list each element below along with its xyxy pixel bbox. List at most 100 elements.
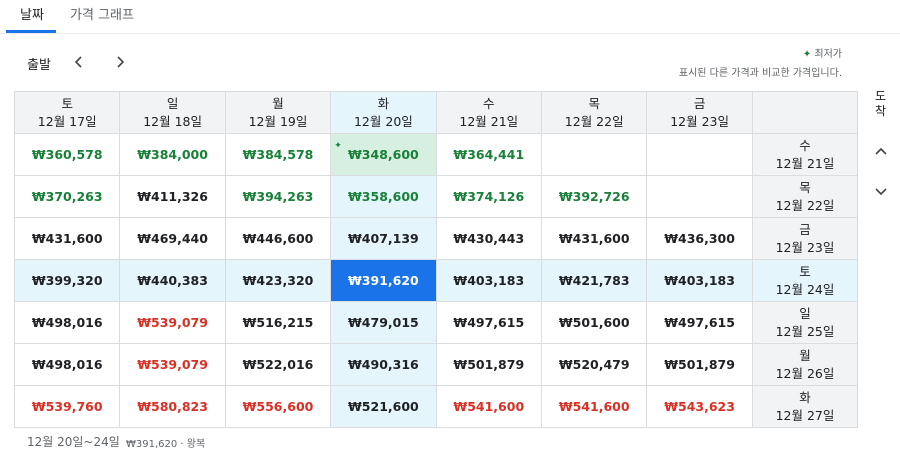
date-nav	[74, 56, 125, 68]
price: ₩407,139	[348, 230, 419, 246]
row-header[interactable]: 수 12월 21일	[751, 133, 859, 176]
column-header[interactable]: 일 12월 18일	[119, 91, 226, 134]
column-header[interactable]: 월 12월 19일	[224, 91, 332, 134]
price: ₩403,183	[664, 272, 735, 288]
price-cell[interactable]: ₩498,016	[14, 301, 121, 344]
price: ₩543,623	[664, 398, 735, 414]
price-cell[interactable]: ₩580,823	[119, 385, 226, 428]
price: ₩497,615	[664, 314, 735, 330]
price-cell[interactable]: ₩407,139	[330, 217, 437, 260]
arrival-char: 착	[875, 104, 887, 118]
column-header[interactable]: 수 12월 21일	[435, 91, 542, 134]
price: ₩431,600	[31, 230, 103, 246]
price: ₩411,326	[137, 188, 208, 204]
price-cell[interactable]: ₩556,600	[224, 385, 332, 428]
next-button[interactable]	[117, 56, 125, 68]
price-cell[interactable]: ₩364,441	[435, 133, 542, 176]
price-cell[interactable]: ₩358,600	[330, 175, 437, 218]
price-cell[interactable]: ₩541,600	[541, 385, 648, 428]
price: ₩501,879	[453, 356, 525, 372]
header-day: 토	[61, 95, 73, 111]
prev-button[interactable]	[74, 56, 82, 68]
price-cell[interactable]: ₩374,126	[435, 175, 542, 218]
price-cell[interactable]: ₩539,079	[119, 301, 226, 344]
price-cell[interactable]: ₩391,620	[330, 259, 437, 302]
lowest-icon: ✦	[334, 141, 342, 151]
price: ₩391,620	[348, 272, 419, 288]
price-cell[interactable]: ₩541,600	[435, 385, 542, 428]
price: ₩556,600	[242, 398, 314, 414]
price-cell[interactable]: ₩522,016	[224, 343, 332, 386]
row-header[interactable]: 월 12월 26일	[751, 343, 859, 386]
price-cell[interactable]: ₩436,300	[646, 217, 753, 260]
row-header[interactable]: 목 12월 22일	[751, 175, 859, 218]
price-cell[interactable]: ₩498,016	[14, 343, 121, 386]
column-header[interactable]: 화 12월 20일	[330, 91, 437, 134]
price-cell[interactable]: ₩360,578	[14, 133, 121, 176]
price-cell[interactable]: ₩501,600	[541, 301, 648, 344]
price-cell[interactable]: ₩403,183	[435, 259, 542, 302]
price-cell[interactable]: ₩440,383	[119, 259, 226, 302]
price-cell[interactable]: ₩497,615	[646, 301, 753, 344]
price-cell[interactable]: ₩501,879	[646, 343, 753, 386]
up-button[interactable]	[875, 147, 887, 155]
tab[interactable]: 날짜	[20, 8, 44, 23]
row-header[interactable]: 화 12월 27일	[751, 385, 859, 428]
row-date: 12월 27일	[775, 407, 835, 423]
price-cell[interactable]: ₩430,443	[435, 217, 542, 260]
price-cell[interactable]: ₩411,326	[119, 175, 226, 218]
price-cell[interactable]: ₩501,879	[435, 343, 542, 386]
price-cell[interactable]: ₩520,479	[541, 343, 648, 386]
price-cell[interactable]: ₩384,000	[119, 133, 226, 176]
price-cell[interactable]: ₩539,079	[119, 343, 226, 386]
price-cell[interactable]: ₩421,783	[541, 259, 648, 302]
arrival-char: 도	[875, 89, 887, 103]
tab[interactable]: 가격 그래프	[70, 8, 134, 23]
price-cell[interactable]: ₩539,760	[14, 385, 121, 428]
price-cell	[646, 175, 753, 218]
column-header[interactable]: 목 12월 22일	[541, 91, 648, 134]
price-cell[interactable]: ₩392,726	[541, 175, 648, 218]
price-cell[interactable]: ₩490,316	[330, 343, 437, 386]
header-day: 화	[377, 95, 390, 111]
price-cell[interactable]: ₩348,600 ✦	[330, 133, 437, 176]
price-cell[interactable]: ₩370,263	[14, 175, 121, 218]
price: ₩521,600	[348, 398, 419, 414]
row-header[interactable]: 토 12월 24일	[751, 259, 859, 302]
price-cell[interactable]: ₩403,183	[646, 259, 753, 302]
price-cell[interactable]: ₩521,600	[330, 385, 437, 428]
price: ₩541,600	[453, 398, 525, 414]
price-cell[interactable]: ₩431,600	[541, 217, 648, 260]
row-header[interactable]: 금 12월 23일	[751, 217, 859, 260]
price-cell[interactable]: ₩469,440	[119, 217, 226, 260]
price: ₩539,760	[31, 398, 103, 414]
price: ₩399,320	[31, 272, 103, 288]
row-day: 일	[799, 305, 811, 321]
price-cell[interactable]: ₩394,263	[224, 175, 332, 218]
legend-note: 표시된 다른 가격과 비교한 가격입니다.	[678, 68, 842, 79]
price-cell[interactable]: ₩516,215	[224, 301, 332, 344]
row-header[interactable]: 일 12월 25일	[751, 301, 859, 344]
price: ₩501,600	[558, 314, 630, 330]
price-cell[interactable]: ₩479,015	[330, 301, 437, 344]
price-cell[interactable]: ₩423,320	[224, 259, 332, 302]
price: ₩421,783	[558, 272, 630, 288]
price: ₩384,000	[137, 146, 208, 162]
price: ₩479,015	[348, 314, 419, 330]
price-cell[interactable]: ₩384,578	[224, 133, 332, 176]
price: ₩520,479	[558, 356, 630, 372]
footer-dates: 12월 20일~24일	[27, 435, 120, 449]
price: ₩541,600	[558, 398, 630, 414]
price-cell[interactable]: ₩446,600	[224, 217, 332, 260]
price-cell[interactable]: ₩431,600	[14, 217, 121, 260]
row-date: 12월 22일	[775, 197, 835, 213]
column-header[interactable]: 토 12월 17일	[14, 91, 121, 134]
price: ₩370,263	[31, 188, 103, 204]
price-cell[interactable]: ₩543,623	[646, 385, 753, 428]
price: ₩430,443	[453, 230, 525, 246]
price-cell[interactable]: ₩497,615	[435, 301, 542, 344]
column-header[interactable]: 금 12월 23일	[646, 91, 753, 134]
arrival-nav	[875, 147, 887, 196]
down-button[interactable]	[875, 188, 887, 196]
price-cell[interactable]: ₩399,320	[14, 259, 121, 302]
